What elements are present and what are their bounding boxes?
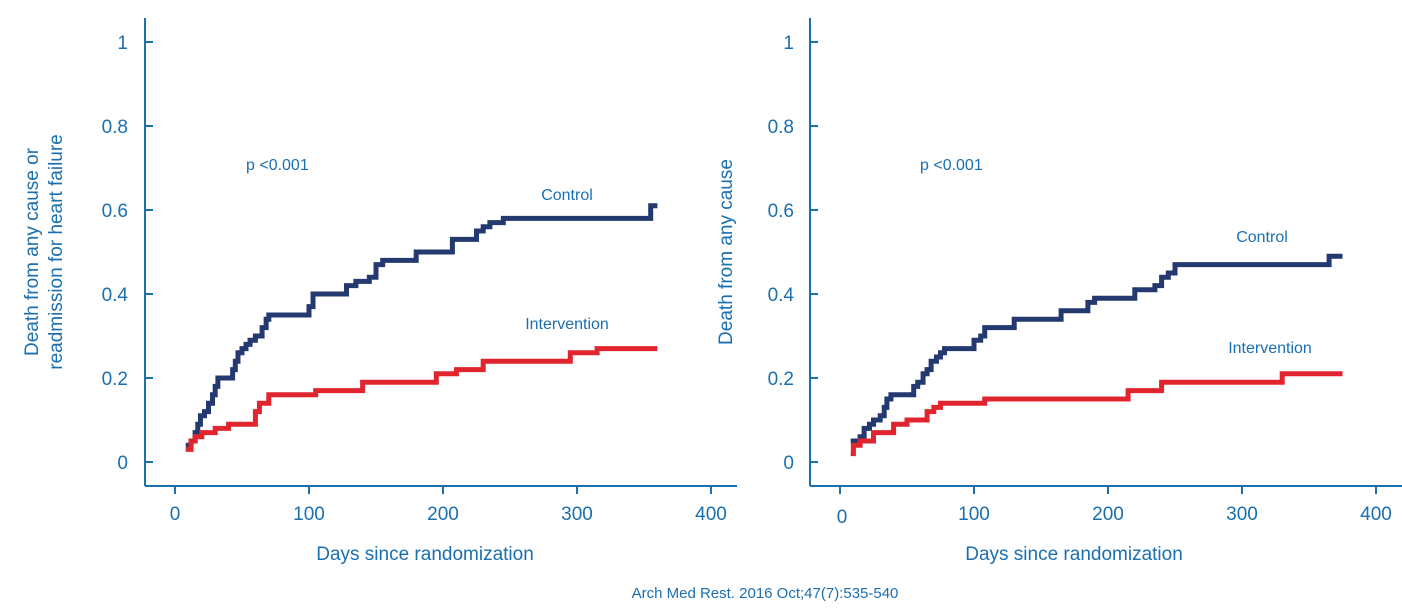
y-tick-label: 0.2 bbox=[768, 369, 794, 390]
series-line-intervention bbox=[850, 371, 1343, 457]
y-axis-label: Death from any cause bbox=[716, 159, 737, 345]
x-axis-label: Days since randomization bbox=[316, 544, 534, 565]
series-line-control bbox=[850, 253, 1343, 444]
series-label-control: Control bbox=[541, 187, 593, 204]
p-value-annotation: p <0.001 bbox=[246, 157, 309, 174]
chart-right: 0 0.2 0.4 0.6 0.8 1 0 100 200 300 400 Days since ra… bbox=[716, 18, 1402, 565]
series-line-intervention bbox=[185, 346, 658, 452]
y-axis-label: readmission for heart failure bbox=[46, 134, 67, 370]
series-label-intervention: Intervention bbox=[1228, 340, 1312, 357]
series-label-control: Control bbox=[1236, 229, 1288, 246]
y-tick-label: 0 bbox=[117, 453, 128, 474]
x-tick-label: 300 bbox=[1226, 504, 1258, 525]
series-line-control bbox=[185, 203, 658, 448]
x-tick-label: 400 bbox=[1360, 504, 1392, 525]
y-tick-label: 0.4 bbox=[768, 285, 795, 306]
y-tick-label: 0 bbox=[783, 453, 794, 474]
x-tick-label: 100 bbox=[958, 504, 990, 525]
y-tick-label: 1 bbox=[117, 33, 128, 54]
x-tick-label: 100 bbox=[293, 504, 325, 525]
y-tick-label: 0.8 bbox=[102, 117, 128, 138]
x-tick-label: 0 bbox=[170, 504, 181, 525]
citation: Arch Med Rest. 2016 Oct;47(7):535-540 bbox=[632, 585, 899, 602]
y-tick-label: 0.2 bbox=[102, 369, 128, 390]
x-tick-label: 0 bbox=[837, 507, 848, 528]
x-axis-label: Days since randomization bbox=[965, 544, 1183, 565]
x-tick-label: 400 bbox=[695, 504, 727, 525]
y-tick-label: 0.8 bbox=[768, 117, 794, 138]
x-tick-label: 200 bbox=[1092, 504, 1124, 525]
y-tick-label: 0.4 bbox=[102, 285, 129, 306]
x-tick-label: 300 bbox=[561, 504, 593, 525]
y-tick-label: 1 bbox=[783, 33, 794, 54]
y-tick-label: 0.6 bbox=[768, 201, 794, 222]
x-tick-label: 200 bbox=[427, 504, 459, 525]
chart-left: 0 0.2 0.4 0.6 0.8 1 0 100 200 300 400 Days since ra… bbox=[22, 18, 737, 565]
p-value-annotation: p <0.001 bbox=[920, 157, 983, 174]
y-axis-label: Death from any cause or bbox=[22, 147, 43, 356]
series-label-intervention: Intervention bbox=[525, 316, 609, 333]
y-tick-label: 0.6 bbox=[102, 201, 128, 222]
